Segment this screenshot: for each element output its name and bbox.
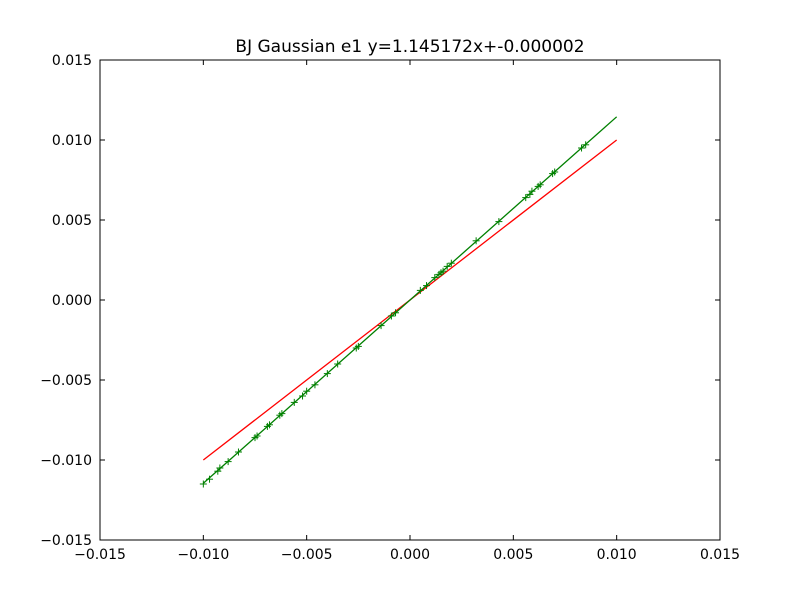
y-tick-label: −0.010 (40, 453, 92, 469)
data-point (323, 370, 331, 378)
data-point (431, 274, 439, 282)
data-point (303, 387, 311, 395)
data-point (354, 342, 362, 350)
data-point (253, 432, 261, 440)
x-tick-label: −0.005 (281, 547, 333, 563)
y-tick-label: −0.015 (40, 533, 92, 549)
x-tick-label: −0.010 (177, 547, 229, 563)
data-point (416, 286, 424, 294)
data-point (447, 259, 455, 267)
data-point (443, 262, 451, 270)
data-point (334, 360, 342, 368)
data-point (224, 458, 232, 466)
data-point (278, 410, 286, 418)
data-point (199, 480, 207, 488)
x-tick-label: 0.010 (597, 547, 637, 563)
data-point (536, 181, 544, 189)
data-point (495, 218, 503, 226)
data-point (234, 448, 242, 456)
x-tick-label: 0.015 (700, 547, 740, 563)
y-tick-label: 0.015 (52, 53, 92, 69)
data-point (439, 267, 447, 275)
data-point (387, 312, 395, 320)
data-point (522, 194, 530, 202)
data-point (392, 309, 400, 317)
data-point (311, 381, 319, 389)
y-tick-label: 0.010 (52, 133, 92, 149)
data-points (199, 141, 590, 488)
chart-title: BJ Gaussian e1 y=1.145172x+-0.000002 (235, 37, 584, 57)
y-tick-label: 0.005 (52, 213, 92, 229)
data-point (290, 398, 298, 406)
x-tick-label: 0.005 (493, 547, 533, 563)
data-point (423, 282, 431, 290)
data-point (551, 168, 559, 176)
data-point (472, 237, 480, 245)
data-point (582, 141, 590, 149)
y-tick-label: −0.005 (40, 373, 92, 389)
x-tick-label: −0.015 (74, 547, 126, 563)
data-point (265, 421, 273, 429)
tick-labels: −0.015 −0.010 −0.005 0.000 0.005 0.010 0.015 −0… (40, 53, 740, 563)
data-point (377, 322, 385, 330)
data-point (299, 392, 307, 400)
data-point (216, 464, 224, 472)
y-tick-label: 0.000 (52, 293, 92, 309)
x-tick-label: 0.000 (390, 547, 430, 563)
data-point (206, 475, 214, 483)
fit-line (202, 116, 618, 484)
plot-frame (99, 59, 721, 541)
data-point (578, 144, 586, 152)
data-point (528, 187, 536, 195)
